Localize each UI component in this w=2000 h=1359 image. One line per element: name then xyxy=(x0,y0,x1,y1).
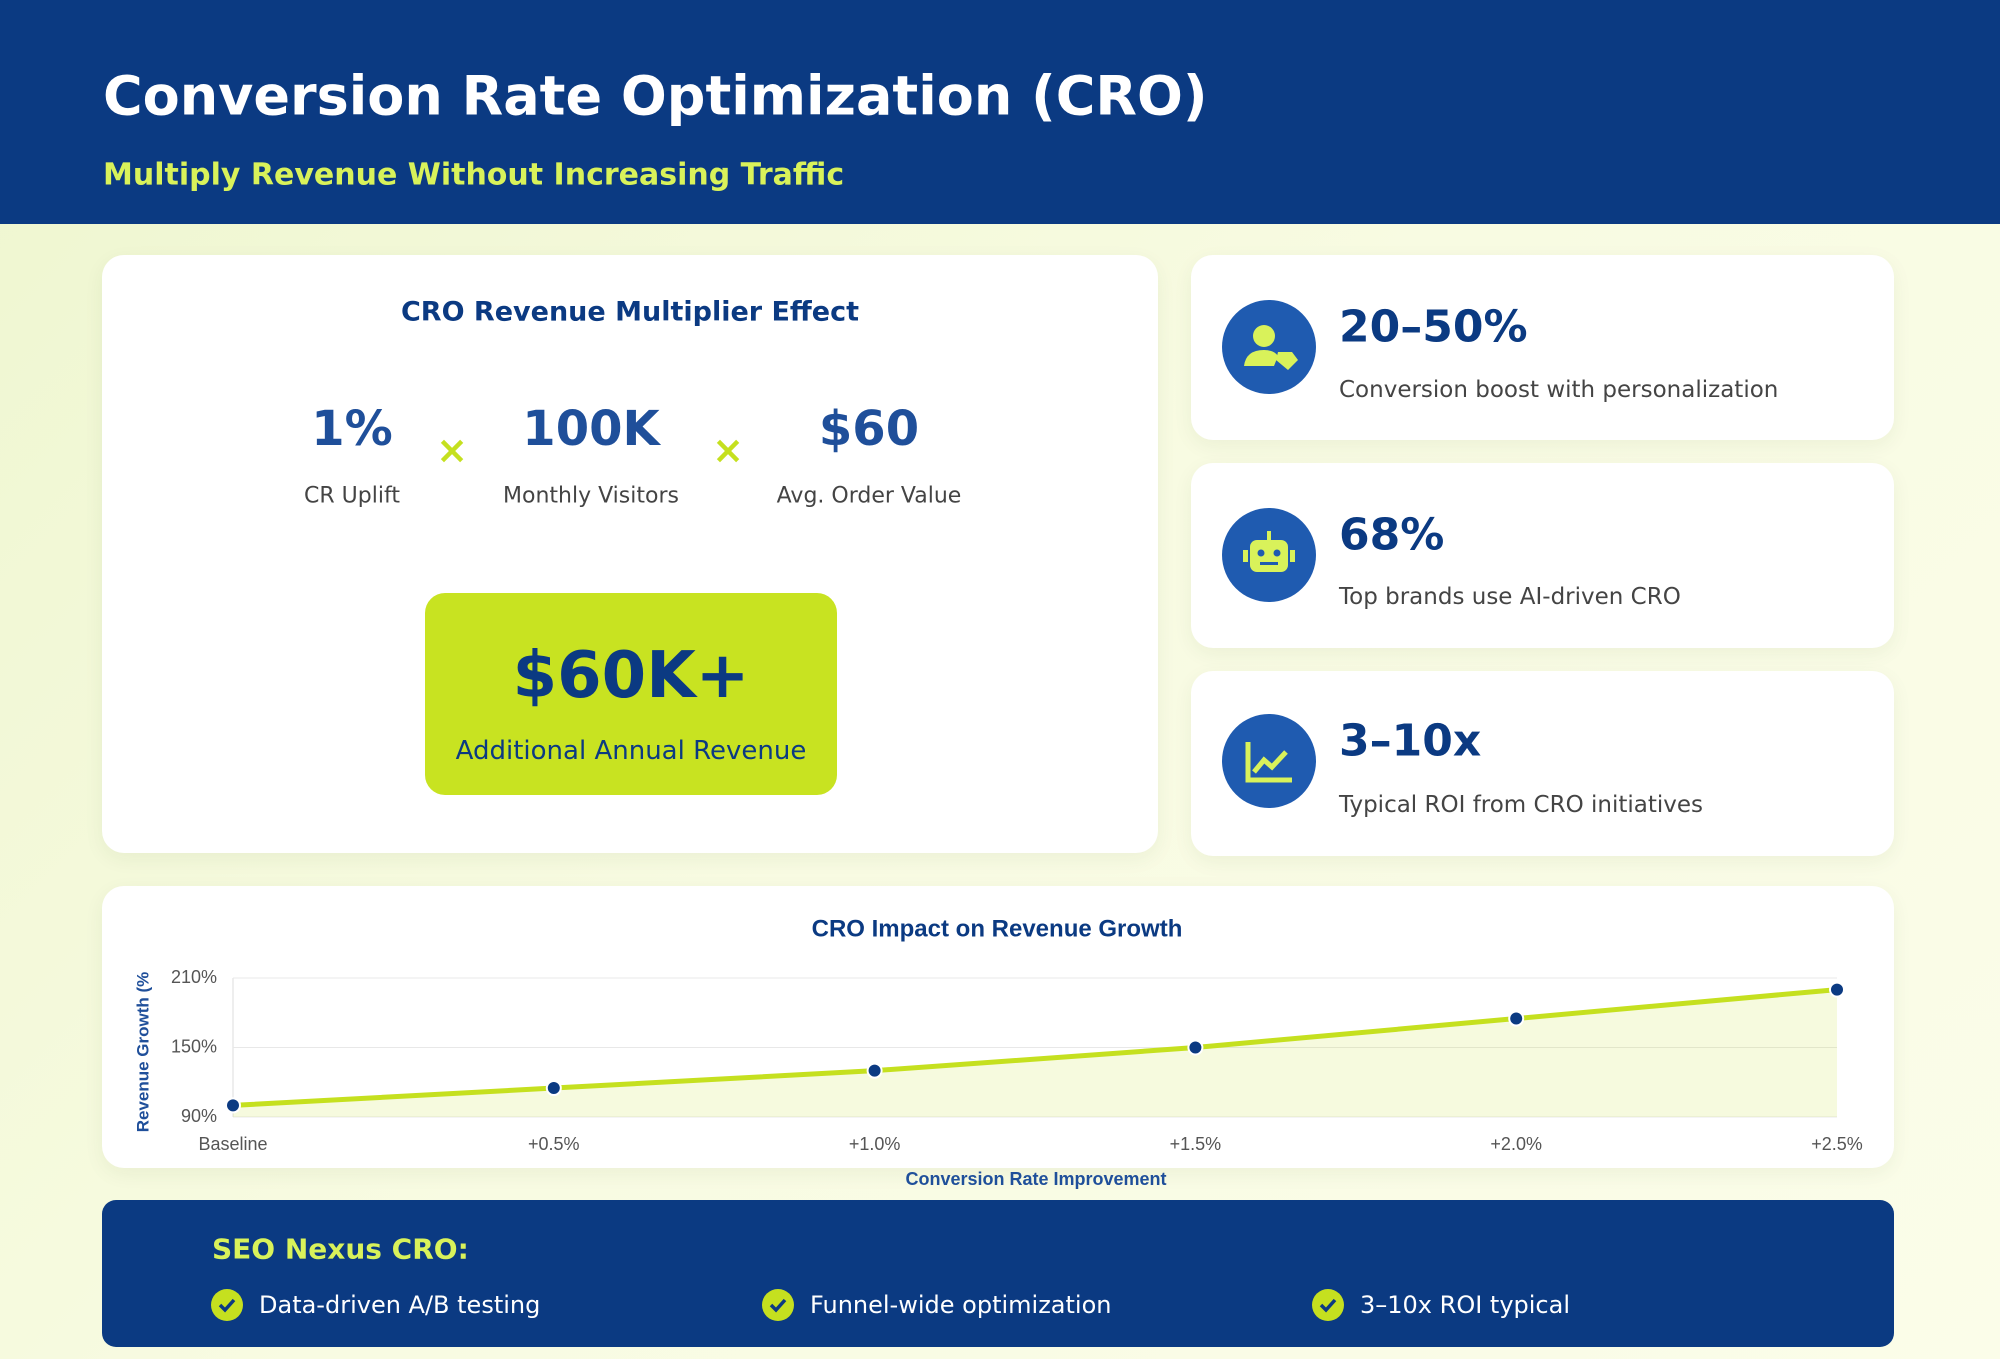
factor-value: 100K xyxy=(522,401,660,457)
point xyxy=(866,1062,883,1079)
icon-user-tag xyxy=(1222,300,1316,394)
stat-value: 68% xyxy=(1339,509,1445,561)
point xyxy=(225,1097,241,1114)
chart-card xyxy=(102,886,1894,1168)
x-tick-label: +2.5% xyxy=(1811,1134,1863,1154)
result-value: $60K+ xyxy=(512,639,750,713)
footer xyxy=(102,1200,1894,1347)
footer-item: Data-driven A/B testing xyxy=(259,1291,541,1319)
point xyxy=(1508,1010,1525,1027)
icon-chart xyxy=(1222,714,1316,808)
page-subtitle: Multiply Revenue Without Increasing Traf… xyxy=(103,157,845,193)
header xyxy=(0,0,2000,224)
check-icon xyxy=(1312,1289,1344,1321)
factor-label: Monthly Visitors xyxy=(503,483,679,509)
chart-title: CRO Impact on Revenue Growth xyxy=(812,915,1183,942)
y-axis-title: Revenue Growth (% xyxy=(133,972,152,1133)
footer-title: SEO Nexus CRO: xyxy=(212,1232,469,1266)
operator: × xyxy=(712,428,744,472)
x-tick-label: +1.0% xyxy=(849,1134,901,1154)
point xyxy=(1187,1039,1204,1056)
result-label: Additional Annual Revenue xyxy=(455,736,807,766)
factor-value: $60 xyxy=(818,401,920,457)
card-title: CRO Revenue Multiplier Effect xyxy=(400,296,860,328)
y-tick-label: 90% xyxy=(181,1106,217,1126)
stat-label: Conversion boost with personalization xyxy=(1339,377,1779,403)
stat-label: Top brands use AI-driven CRO xyxy=(1339,584,1681,610)
operator: × xyxy=(436,428,468,472)
factor-value: 1% xyxy=(311,401,393,457)
point xyxy=(1829,981,1845,998)
x-tick-label: +0.5% xyxy=(528,1134,580,1154)
y-tick-label: 210% xyxy=(171,967,217,987)
point xyxy=(545,1080,562,1097)
area xyxy=(233,989,1837,1117)
stat-value: 20–50% xyxy=(1339,301,1528,353)
footer-item: Funnel-wide optimization xyxy=(810,1291,1112,1319)
factor-label: Avg. Order Value xyxy=(776,483,962,509)
check-icon xyxy=(762,1289,794,1321)
stat-label: Typical ROI from CRO initiatives xyxy=(1339,792,1703,818)
x-axis-title: Conversion Rate Improvement xyxy=(905,1169,1166,1189)
result-box xyxy=(425,593,837,795)
x-tick-label: +2.0% xyxy=(1490,1134,1542,1154)
icon-robot xyxy=(1222,508,1316,602)
x-tick-label: +1.5% xyxy=(1170,1134,1222,1154)
check-icon xyxy=(211,1289,243,1321)
page-title: Conversion Rate Optimization (CRO) xyxy=(103,64,1208,128)
line xyxy=(232,987,1838,1108)
factor-label: CR Uplift xyxy=(304,483,400,509)
y-tick-label: 150% xyxy=(171,1036,217,1056)
x-tick-label: Baseline xyxy=(198,1134,267,1154)
footer-item: 3–10x ROI typical xyxy=(1360,1291,1570,1319)
stat-value: 3–10x xyxy=(1339,715,1482,767)
